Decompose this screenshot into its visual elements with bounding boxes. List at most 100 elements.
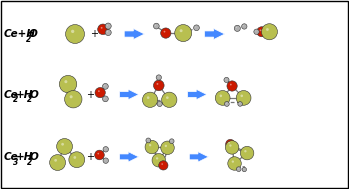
- Ellipse shape: [226, 103, 227, 104]
- Text: 2: 2: [13, 95, 18, 104]
- Ellipse shape: [61, 143, 64, 146]
- Ellipse shape: [149, 144, 151, 146]
- Ellipse shape: [257, 27, 267, 37]
- Ellipse shape: [236, 27, 237, 28]
- Ellipse shape: [98, 24, 108, 35]
- Ellipse shape: [105, 29, 111, 36]
- Polygon shape: [119, 89, 139, 100]
- Ellipse shape: [162, 92, 177, 107]
- Ellipse shape: [59, 75, 77, 93]
- Text: +: +: [86, 152, 94, 162]
- Ellipse shape: [169, 139, 174, 143]
- Ellipse shape: [104, 85, 105, 86]
- Ellipse shape: [157, 101, 162, 107]
- Ellipse shape: [260, 29, 261, 31]
- Ellipse shape: [73, 156, 76, 159]
- Ellipse shape: [224, 77, 229, 83]
- Ellipse shape: [69, 95, 73, 98]
- Ellipse shape: [244, 150, 247, 152]
- Ellipse shape: [161, 163, 163, 165]
- Text: O: O: [29, 152, 38, 162]
- Ellipse shape: [229, 144, 232, 147]
- Ellipse shape: [157, 83, 158, 85]
- Ellipse shape: [243, 25, 244, 26]
- Ellipse shape: [234, 25, 240, 31]
- Ellipse shape: [156, 75, 162, 80]
- Ellipse shape: [65, 91, 82, 108]
- Ellipse shape: [228, 142, 230, 143]
- Ellipse shape: [228, 157, 241, 170]
- Ellipse shape: [255, 31, 256, 32]
- Ellipse shape: [238, 102, 243, 106]
- Ellipse shape: [103, 96, 108, 102]
- Polygon shape: [119, 152, 139, 162]
- Ellipse shape: [236, 167, 241, 171]
- Text: Ce: Ce: [3, 152, 18, 162]
- Ellipse shape: [224, 101, 229, 106]
- Ellipse shape: [226, 139, 235, 149]
- Ellipse shape: [232, 160, 234, 163]
- Ellipse shape: [147, 139, 148, 140]
- Ellipse shape: [239, 103, 240, 104]
- Ellipse shape: [95, 88, 105, 98]
- Ellipse shape: [225, 141, 239, 154]
- Ellipse shape: [145, 140, 158, 154]
- Ellipse shape: [240, 94, 243, 97]
- Text: +: +: [86, 90, 94, 99]
- Ellipse shape: [161, 141, 174, 155]
- Text: +H: +H: [16, 90, 34, 99]
- Ellipse shape: [71, 30, 74, 33]
- Text: O: O: [29, 29, 37, 39]
- Ellipse shape: [54, 159, 57, 162]
- Ellipse shape: [161, 28, 171, 38]
- Ellipse shape: [194, 25, 199, 31]
- Ellipse shape: [107, 31, 108, 32]
- Ellipse shape: [220, 94, 222, 97]
- Ellipse shape: [66, 25, 84, 43]
- Ellipse shape: [98, 90, 100, 92]
- Ellipse shape: [175, 25, 192, 42]
- Ellipse shape: [195, 26, 196, 27]
- Ellipse shape: [103, 147, 109, 152]
- Ellipse shape: [215, 91, 230, 105]
- Ellipse shape: [240, 146, 254, 160]
- Ellipse shape: [147, 96, 149, 99]
- Ellipse shape: [64, 80, 67, 83]
- Ellipse shape: [103, 84, 108, 89]
- Ellipse shape: [142, 92, 158, 107]
- Text: Ce: Ce: [3, 90, 18, 99]
- Ellipse shape: [155, 25, 156, 26]
- Ellipse shape: [266, 28, 269, 31]
- Text: O: O: [29, 90, 38, 99]
- Ellipse shape: [164, 31, 165, 33]
- Ellipse shape: [225, 79, 226, 80]
- Ellipse shape: [156, 157, 158, 160]
- Ellipse shape: [97, 153, 99, 154]
- Ellipse shape: [166, 96, 169, 99]
- Ellipse shape: [105, 23, 111, 29]
- Ellipse shape: [227, 81, 237, 91]
- Ellipse shape: [95, 150, 104, 160]
- Ellipse shape: [101, 27, 103, 29]
- Ellipse shape: [254, 29, 259, 34]
- Ellipse shape: [57, 139, 73, 154]
- Ellipse shape: [236, 91, 251, 105]
- Text: +H: +H: [16, 152, 34, 162]
- Ellipse shape: [154, 80, 164, 91]
- Text: 3: 3: [13, 158, 18, 167]
- Text: 2: 2: [27, 95, 32, 104]
- Text: 2: 2: [26, 35, 31, 44]
- Ellipse shape: [261, 24, 277, 40]
- Ellipse shape: [180, 29, 183, 32]
- Ellipse shape: [230, 84, 232, 85]
- Ellipse shape: [146, 138, 151, 143]
- Text: +: +: [90, 29, 97, 39]
- Ellipse shape: [50, 155, 66, 170]
- Polygon shape: [189, 152, 208, 162]
- Text: Ce+H: Ce+H: [3, 29, 36, 39]
- Polygon shape: [205, 29, 225, 40]
- Text: 2: 2: [27, 158, 32, 167]
- Polygon shape: [124, 29, 144, 40]
- Ellipse shape: [107, 25, 108, 26]
- Ellipse shape: [159, 161, 168, 170]
